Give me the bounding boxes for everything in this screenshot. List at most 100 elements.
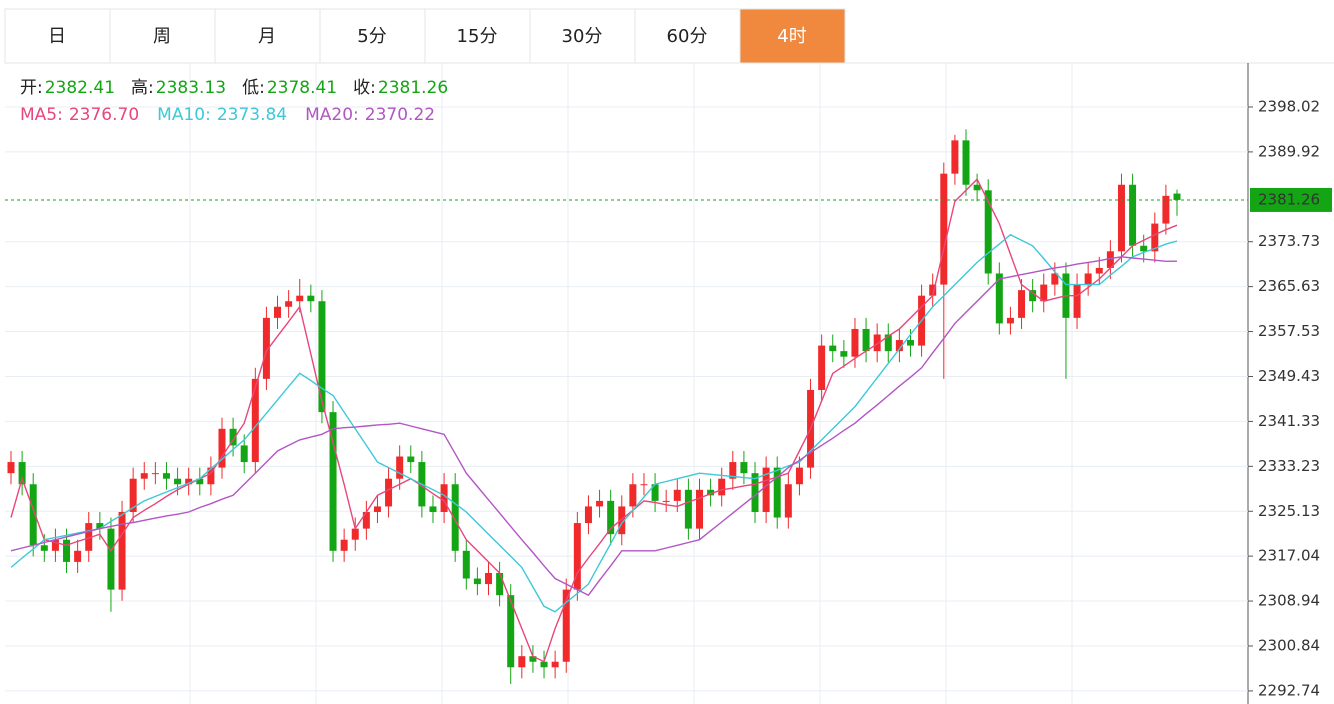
candle-body <box>629 484 637 507</box>
y-tick-label: 2300.84 <box>1258 636 1320 654</box>
y-tick-label: 2365.63 <box>1258 277 1320 295</box>
candle-body <box>296 295 304 302</box>
tab-label[interactable]: 15分 <box>457 26 498 47</box>
candle-body <box>329 412 337 551</box>
y-tick-label: 2373.73 <box>1258 232 1320 250</box>
candle-body <box>1040 284 1048 302</box>
candle-body <box>884 334 892 352</box>
candle-body <box>607 500 615 535</box>
candle-body <box>684 489 692 529</box>
candle-body <box>618 506 626 535</box>
candle-body <box>185 478 193 485</box>
candle-body <box>1051 273 1059 285</box>
candle-body <box>540 661 548 668</box>
tab[interactable] <box>214 8 321 64</box>
y-tick-label: 2325.13 <box>1258 502 1320 520</box>
tab-label[interactable]: 30分 <box>562 26 603 47</box>
candle-body <box>707 489 715 496</box>
candle-body <box>840 351 848 357</box>
current-price-box <box>1250 187 1332 212</box>
tab-label[interactable]: 日 <box>48 26 66 47</box>
candle-body <box>1117 184 1125 252</box>
ohlc-label: 高: <box>131 78 154 98</box>
candle-body <box>1095 267 1103 274</box>
candle-body <box>174 478 182 485</box>
candle-body <box>440 484 448 512</box>
ma-line <box>10 256 1178 597</box>
candle-body <box>29 484 37 546</box>
candle-body <box>729 462 737 479</box>
candle-body <box>573 523 581 590</box>
candle-body <box>40 545 48 551</box>
candle-body <box>1151 223 1159 252</box>
candle-body <box>362 511 370 529</box>
ohlc-value: 2382.41 <box>45 78 115 98</box>
candle-body <box>129 478 137 512</box>
ma-line <box>10 233 1178 613</box>
y-tick-label: 2333.23 <box>1258 457 1320 475</box>
candle-body <box>1106 251 1114 268</box>
candle-body <box>562 589 570 662</box>
candle-body <box>1084 273 1092 285</box>
tab-label[interactable]: 5分 <box>357 26 386 47</box>
ma-value: 2376.70 <box>69 105 139 125</box>
tab-label[interactable]: 4时 <box>777 26 806 47</box>
ohlc-label: 开: <box>20 78 43 98</box>
candle-body <box>240 445 248 463</box>
candle-body <box>929 284 937 296</box>
candle-body <box>651 484 659 501</box>
ma-name: MA10: <box>157 105 211 125</box>
candle-body <box>906 340 914 346</box>
candle-body <box>51 539 59 551</box>
tab[interactable] <box>109 8 216 64</box>
y-tick-label: 2349.43 <box>1258 367 1320 385</box>
candle-body <box>551 661 559 668</box>
candle-body <box>951 140 959 174</box>
y-tick-label: 2357.53 <box>1258 322 1320 340</box>
candle-body <box>529 656 537 662</box>
candle-body <box>596 500 604 507</box>
candle-body <box>74 550 82 562</box>
candle-body <box>751 473 759 512</box>
candle-body <box>762 467 770 512</box>
candle-body <box>218 428 226 468</box>
tab-label[interactable]: 月 <box>258 26 276 47</box>
candle-body <box>385 478 393 507</box>
tab[interactable] <box>634 8 741 64</box>
candle-body <box>662 500 670 502</box>
candle-body <box>473 578 481 585</box>
y-tick-label: 2341.33 <box>1258 412 1320 430</box>
tab[interactable] <box>424 8 531 64</box>
candle-body <box>396 456 404 479</box>
candle-body <box>695 489 703 529</box>
candle-body <box>584 506 592 524</box>
candle-body <box>140 473 148 479</box>
candle-body <box>118 511 126 590</box>
candle-body <box>862 328 870 352</box>
candle-body <box>1006 317 1014 324</box>
candle-body <box>1173 193 1181 200</box>
candle-body <box>63 539 71 562</box>
ohlc-label: 低: <box>242 78 265 98</box>
candle-body <box>1018 290 1026 318</box>
candle-body <box>740 462 748 474</box>
candle-body <box>962 140 970 185</box>
candle-body <box>462 550 470 579</box>
tab[interactable] <box>4 8 111 64</box>
candle-body <box>18 462 26 485</box>
candle-body <box>196 478 204 485</box>
candle-body <box>485 572 493 585</box>
candle-body <box>673 489 681 501</box>
candle-body <box>507 595 515 668</box>
ma-line <box>10 178 1178 663</box>
candle-body <box>340 539 348 551</box>
candle-body <box>451 484 459 551</box>
candle-body <box>96 523 104 529</box>
y-tick-label: 2317.04 <box>1258 547 1320 565</box>
ohlc-value: 2383.13 <box>156 78 226 98</box>
tab-label[interactable]: 周 <box>153 26 171 47</box>
candle-body <box>373 506 381 512</box>
candle-body <box>895 340 903 352</box>
tab-label[interactable]: 60分 <box>667 26 708 47</box>
candle-body <box>984 190 992 274</box>
